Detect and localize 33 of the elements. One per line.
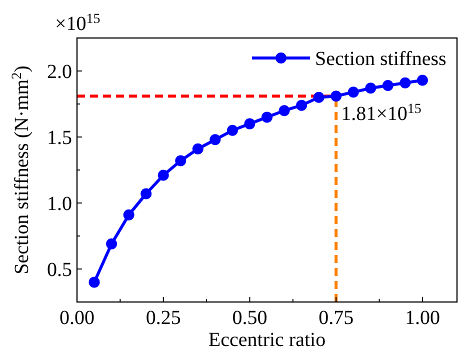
x-tick-label: 0.25: [146, 307, 181, 329]
point: [123, 209, 134, 220]
point: [382, 80, 394, 92]
point: [140, 188, 152, 200]
point: [106, 238, 118, 250]
x-axis-title: Eccentric ratio: [208, 329, 326, 351]
point: [313, 92, 324, 103]
y-tick-label: 0.5: [47, 259, 72, 281]
point: [175, 155, 186, 166]
point: [296, 100, 308, 111]
y-tick-label: 1.0: [47, 193, 72, 215]
x-tick-label: 1.00: [404, 307, 440, 329]
point: [158, 170, 169, 181]
point: [416, 74, 428, 86]
point: [262, 112, 272, 123]
point: [192, 143, 204, 154]
y-tick-label: 1.5: [47, 127, 72, 149]
point: [278, 105, 290, 116]
point: [400, 77, 411, 88]
point: [226, 124, 238, 136]
point: [348, 86, 359, 98]
point: [330, 90, 342, 102]
text: ×10$^{15}$: [55, 12, 100, 35]
point: [210, 134, 221, 146]
point: [88, 276, 100, 288]
x-tick-label: 0.50: [232, 307, 268, 329]
x-tick-label: 0.00: [60, 307, 94, 329]
legend-label: Section stiffness: [315, 48, 447, 70]
annotation: 1.81×10$^{15}$: [341, 102, 422, 126]
y-tick-label: 2.0: [47, 61, 72, 83]
x-tick-label: 0.75: [318, 307, 354, 329]
point: [365, 82, 376, 94]
point: [244, 118, 256, 130]
